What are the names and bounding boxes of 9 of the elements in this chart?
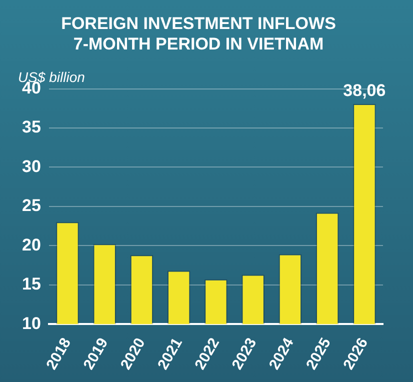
data-label: 38,06 <box>343 81 386 100</box>
y-tick-label: 25 <box>22 196 41 216</box>
y-tick-label: 35 <box>22 118 41 137</box>
y-tick-label: 20 <box>22 235 41 254</box>
y-tick-label: 15 <box>22 274 41 294</box>
y-tick-label: 10 <box>22 314 41 333</box>
text: 7-MONTH PERIOD IN VIETNAM <box>73 34 324 54</box>
y-tick-label: 30 <box>22 156 41 176</box>
text: FOREIGN INVESTMENT INFLOWS <box>61 14 336 33</box>
